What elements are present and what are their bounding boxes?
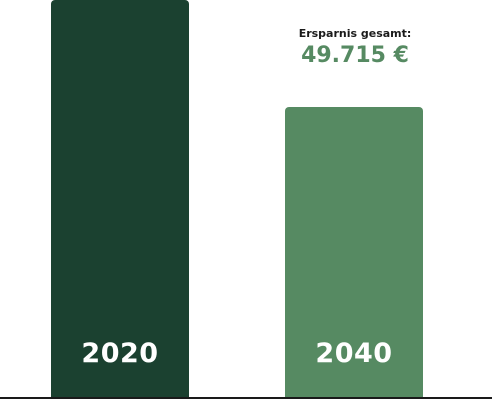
bar-2020: 2020 — [51, 0, 189, 397]
savings-title: Ersparnis gesamt: — [298, 27, 412, 40]
bar-2040: 2040 — [285, 107, 423, 397]
x-axis-baseline — [0, 397, 492, 399]
bar-label-2040: 2040 — [315, 337, 393, 369]
savings-value: 49.715 € — [301, 43, 409, 68]
bar-label-2020: 2020 — [81, 338, 159, 369]
